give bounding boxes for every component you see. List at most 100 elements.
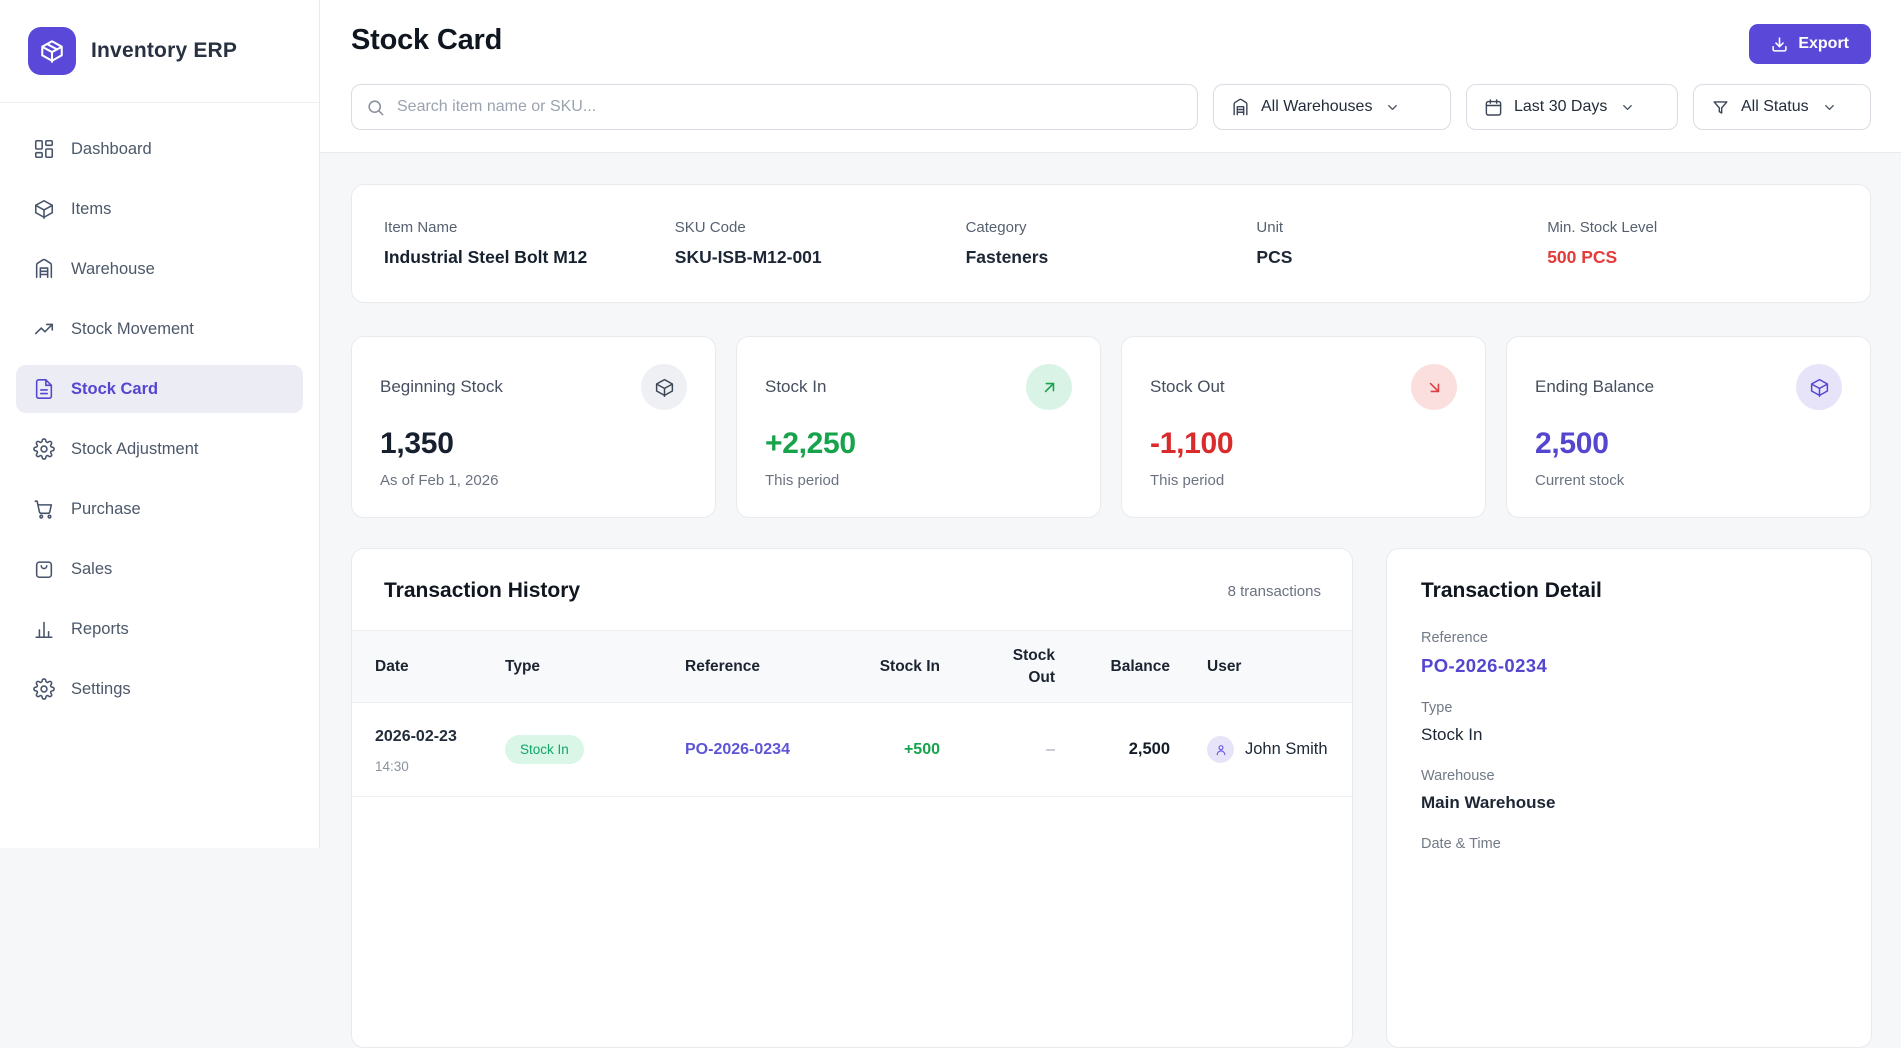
column-header-user: User (1207, 657, 1242, 675)
filter-icon (1711, 98, 1730, 117)
file-text-icon (33, 378, 55, 400)
detail-field-warehouse: Warehouse Main Warehouse (1421, 768, 1837, 813)
trending-up-icon (33, 318, 55, 340)
sidebar-nav: Dashboard Items Warehouse Stock Movement… (0, 103, 319, 747)
detail-reference-value[interactable]: PO-2026-0234 (1421, 655, 1548, 676)
field-label: Min. Stock Level (1547, 219, 1658, 236)
sidebar-item-purchase[interactable]: Purchase (16, 485, 303, 533)
search-box (351, 84, 1198, 130)
page-title: Stock Card (351, 24, 503, 56)
stats-row: Beginning Stock 1,350 As of Feb 1, 2026 … (351, 336, 1871, 518)
item-info-card: Item Name Industrial Steel Bolt M12 SKU … (351, 184, 1871, 303)
detail-field-type: Type Stock In (1421, 700, 1837, 745)
stat-subtitle: Current stock (1535, 472, 1625, 489)
sidebar-item-label: Stock Adjustment (71, 439, 199, 458)
sidebar-item-stock-movement[interactable]: Stock Movement (16, 305, 303, 353)
app-logo-row: Inventory ERP (0, 0, 319, 103)
transaction-history-card: Transaction History 8 transactions Date … (351, 548, 1353, 1048)
sidebar-item-label: Stock Card (71, 379, 159, 398)
item-info-field: SKU Code SKU-ISB-M12-001 (675, 219, 966, 268)
transaction-history-title: Transaction History (384, 579, 581, 602)
detail-type-value: Stock In (1421, 725, 1483, 744)
sidebar-item-label: Settings (71, 679, 131, 698)
sidebar-item-stock-card[interactable]: Stock Card (16, 365, 303, 413)
detail-label: Type (1421, 700, 1453, 716)
table-header-row: Date Type Reference Stock In Stock Out B… (352, 630, 1352, 704)
gear-icon (33, 438, 55, 460)
detail-label: Date & Time (1421, 836, 1501, 852)
status-filter-label: All Status (1741, 98, 1809, 115)
page-header: Stock Card Export All Warehouses Last 30… (320, 0, 1901, 153)
gear-icon (33, 678, 55, 700)
warehouse-icon (1231, 98, 1250, 117)
detail-label: Warehouse (1421, 768, 1495, 784)
export-button[interactable]: Export (1749, 24, 1871, 64)
export-button-label: Export (1798, 35, 1849, 52)
sidebar-item-label: Items (71, 199, 112, 218)
column-header-stock-out: Stock Out (1012, 647, 1055, 686)
user-avatar (1207, 736, 1234, 764)
field-label: SKU Code (674, 219, 746, 236)
column-header-type: Type (505, 657, 541, 675)
sidebar-item-sales[interactable]: Sales (16, 545, 303, 593)
main-content: Stock Card Export All Warehouses Last 30… (320, 0, 1901, 1048)
item-name-value: Industrial Steel Bolt M12 (384, 247, 588, 267)
column-header-stock-in: Stock In (879, 657, 940, 675)
warehouse-icon (33, 258, 55, 280)
unit-value: PCS (1256, 247, 1293, 267)
stat-card-stock-in: Stock In +2,250 This period (736, 336, 1101, 518)
column-header-balance: Balance (1110, 657, 1170, 675)
stat-title: Beginning Stock (380, 377, 503, 396)
date-range-dropdown[interactable]: Last 30 Days (1466, 84, 1678, 130)
stat-value: +2,250 (765, 427, 856, 460)
status-filter-dropdown[interactable]: All Status (1693, 84, 1871, 130)
stat-title: Stock In (765, 377, 827, 396)
stat-title: Ending Balance (1535, 377, 1655, 396)
chevron-down-icon (1385, 100, 1400, 115)
sidebar-item-dashboard[interactable]: Dashboard (16, 125, 303, 173)
sidebar-item-reports[interactable]: Reports (16, 605, 303, 653)
stat-value: -1,100 (1150, 427, 1234, 460)
sku-code-value: SKU-ISB-M12-001 (674, 247, 822, 267)
filter-toolbar: All Warehouses Last 30 Days All Status (351, 84, 1871, 130)
stock-out-value: – (1046, 740, 1055, 758)
category-value: Fasteners (965, 247, 1049, 267)
table-row[interactable]: 2026-02-23 14:30 Stock In PO-2026-0234 +… (352, 703, 1352, 798)
items-icon (33, 198, 55, 220)
stat-subtitle: As of Feb 1, 2026 (380, 472, 499, 489)
item-info-field: Unit PCS (1256, 219, 1547, 268)
sidebar-item-label: Warehouse (71, 259, 155, 278)
sidebar-item-stock-adjustment[interactable]: Stock Adjustment (16, 425, 303, 473)
sidebar-item-label: Dashboard (71, 139, 152, 158)
shopping-cart-icon (33, 498, 55, 520)
app-title: Inventory ERP (91, 39, 238, 62)
stat-card-stock-out: Stock Out -1,100 This period (1121, 336, 1486, 518)
min-stock-value: 500 PCS (1547, 247, 1618, 267)
field-label: Category (965, 219, 1027, 236)
sidebar-item-warehouse[interactable]: Warehouse (16, 245, 303, 293)
transaction-detail-title: Transaction Detail (1421, 579, 1602, 602)
search-input[interactable] (351, 84, 1198, 130)
sidebar-item-settings[interactable]: Settings (16, 665, 303, 713)
detail-label: Reference (1421, 630, 1488, 646)
sidebar-item-items[interactable]: Items (16, 185, 303, 233)
dashboard-icon (33, 138, 55, 160)
field-label: Item Name (384, 219, 458, 236)
calendar-icon (1484, 98, 1503, 117)
warehouse-filter-dropdown[interactable]: All Warehouses (1213, 84, 1451, 130)
package-icon (1796, 364, 1842, 410)
chevron-down-icon (1822, 100, 1837, 115)
sidebar-item-label: Reports (71, 619, 129, 638)
sidebar: Inventory ERP Dashboard Items Warehouse … (0, 0, 320, 848)
download-icon (1771, 36, 1788, 53)
warehouse-filter-label: All Warehouses (1261, 98, 1373, 115)
shopping-bag-icon (33, 558, 55, 580)
stat-subtitle: This period (765, 472, 840, 489)
type-badge: Stock In (505, 735, 584, 765)
item-info-field: Item Name Industrial Steel Bolt M12 (384, 219, 675, 268)
stock-in-value: +500 (903, 740, 940, 758)
reference-link[interactable]: PO-2026-0234 (685, 740, 790, 758)
detail-field-reference: Reference PO-2026-0234 (1421, 630, 1837, 677)
transaction-detail-panel: Transaction Detail Reference PO-2026-023… (1386, 548, 1872, 1048)
detail-field-datetime: Date & Time (1421, 836, 1837, 852)
